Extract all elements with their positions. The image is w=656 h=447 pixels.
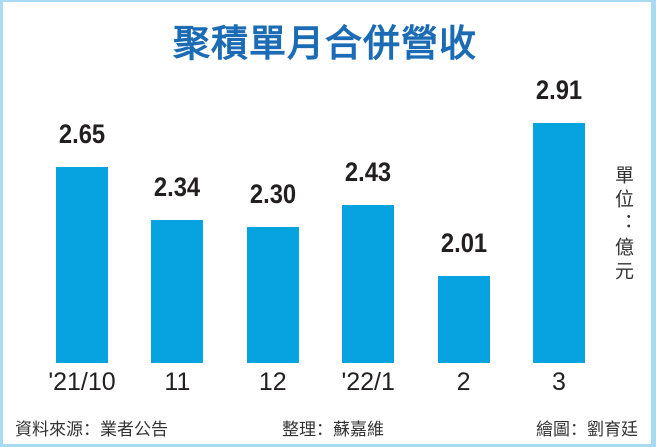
x-tick-label: 2 bbox=[456, 368, 471, 396]
chart-title: 聚積單月合併營收 bbox=[173, 22, 477, 65]
source-note: 資料來源：業者公告 bbox=[15, 420, 168, 440]
value-label: 2.01 bbox=[440, 228, 487, 259]
x-tick-label: 3 bbox=[552, 368, 566, 396]
x-tick-label: '22/1 bbox=[341, 368, 395, 396]
plot-area: 2.65 2.34 2.30 2.43 2.01 2.91 bbox=[56, 75, 585, 363]
editor-credit: 整理：蘇嘉維 bbox=[282, 420, 384, 440]
bar bbox=[56, 167, 108, 363]
bar bbox=[437, 276, 490, 363]
x-tick-label: 12 bbox=[258, 368, 287, 396]
value-label: 2.65 bbox=[58, 119, 106, 150]
value-label: 2.43 bbox=[345, 156, 392, 187]
value-label: 2.34 bbox=[154, 172, 201, 203]
x-tick-label: 11 bbox=[164, 368, 191, 396]
value-label: 2.30 bbox=[249, 178, 296, 209]
x-tick-label: '21/10 bbox=[48, 368, 116, 396]
graphic-credit: 繪圖：劉育廷 bbox=[536, 420, 638, 440]
unit-label: 單位：億元 bbox=[612, 165, 634, 285]
bar bbox=[342, 204, 395, 363]
bar bbox=[533, 123, 585, 363]
bar bbox=[246, 226, 299, 363]
value-label: 2.91 bbox=[535, 75, 583, 106]
bar bbox=[151, 220, 204, 363]
